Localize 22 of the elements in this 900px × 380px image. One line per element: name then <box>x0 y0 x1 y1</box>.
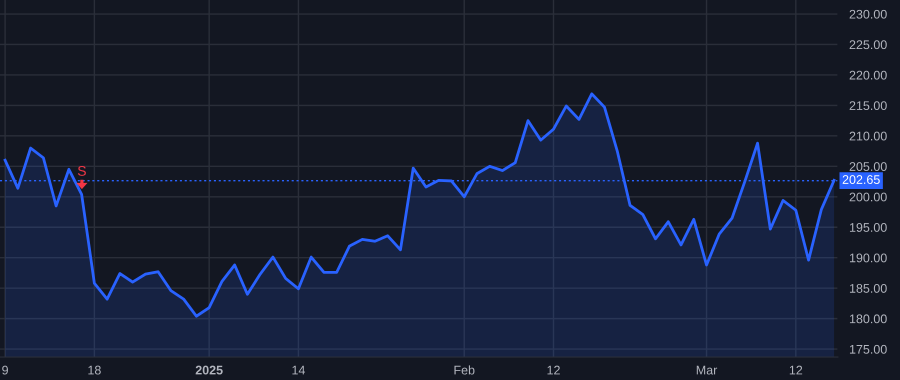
y-tick-label: 205.00 <box>850 162 887 171</box>
y-tick-label: 215.00 <box>850 101 887 110</box>
x-tick-label: 12 <box>790 366 802 374</box>
x-tick-label: 2025 <box>196 366 223 375</box>
y-tick-label: 195.00 <box>850 223 887 232</box>
annotation: S <box>78 166 86 176</box>
y-tick-label: 210.00 <box>850 132 887 141</box>
y-tick-label: 180.00 <box>850 314 887 324</box>
y-tick-label: 175.00 <box>850 344 887 354</box>
x-tick-label: 12 <box>548 366 560 374</box>
x-tick-label: Mar <box>696 366 718 375</box>
y-tick-label: 225.00 <box>850 40 887 50</box>
ref-line-label: 202.65 <box>842 175 880 184</box>
y-tick-label: 185.00 <box>850 284 887 293</box>
x-tick-label: 9 <box>2 366 8 375</box>
x-tick-label: Feb <box>454 365 474 375</box>
y-tick-label: 190.00 <box>850 254 887 262</box>
x-tick-label: 18 <box>88 366 101 375</box>
y-tick-label: 200.00 <box>850 192 887 202</box>
y-tick-label: 220.00 <box>850 70 887 80</box>
y-tick-label: 230.00 <box>850 10 887 19</box>
x-tick-label: 14 <box>292 366 306 374</box>
